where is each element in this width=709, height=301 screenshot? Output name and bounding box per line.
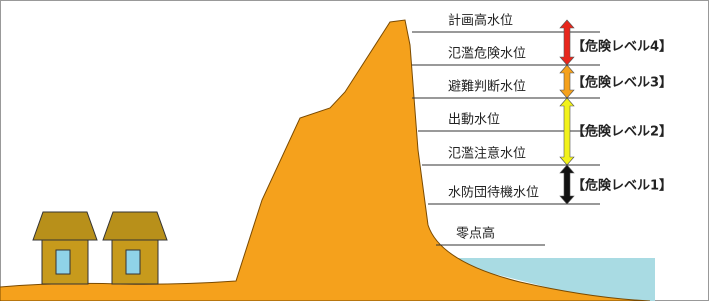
danger-level-label: 【危険レベル2】 <box>572 124 672 140</box>
level-label: 計画高水位 <box>448 13 513 29</box>
level-label: 避難判断水位 <box>448 80 526 95</box>
danger-level-label: 【危険レベル4】 <box>572 39 672 55</box>
level-label: 零点高 <box>456 226 495 242</box>
level-label: 出動水位 <box>448 113 500 128</box>
level-label: 水防団待機水位 <box>448 185 539 201</box>
level-label: 氾濫注意水位 <box>448 146 526 162</box>
danger-level-label: 【危険レベル3】 <box>572 75 672 91</box>
diagram: 計画高水位氾濫危険水位避難判断水位出動水位氾濫注意水位水防団待機水位零点高 【危険… <box>0 0 709 301</box>
house <box>103 212 167 284</box>
danger-level-label: 【危険レベル1】 <box>572 178 672 194</box>
level-label: 氾濫危険水位 <box>448 47 526 62</box>
house <box>33 212 97 284</box>
